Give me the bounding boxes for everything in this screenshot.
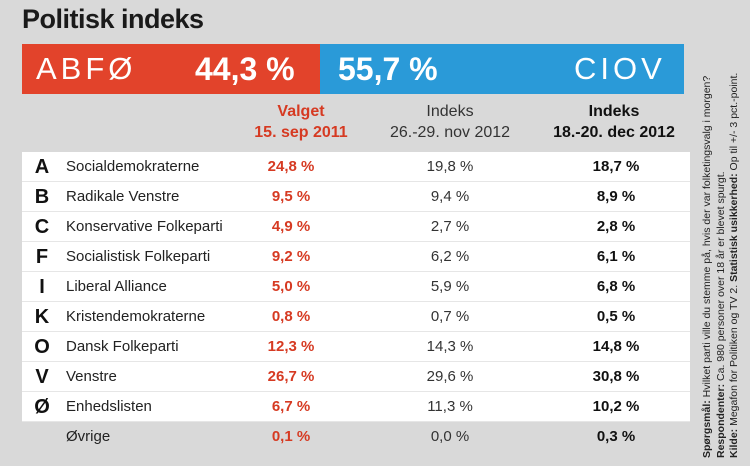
party-letter: V — [35, 366, 49, 388]
value-nov: 0,0 % — [430, 428, 470, 445]
value-dec: 0,3 % — [596, 428, 636, 445]
value-nov: 29,6 % — [426, 368, 474, 385]
footnote-respondents-label: Respondenter: — [714, 383, 727, 458]
value-dec: 6,1 % — [596, 248, 636, 265]
value-dec: 10,2 % — [592, 398, 640, 415]
party-name: Øvrige — [66, 428, 111, 445]
party-letter: A — [34, 156, 50, 178]
value-valget: 26,7 % — [267, 368, 315, 385]
footnote-respondents: Respondenter: Ca. 980 personer over 18 å… — [714, 8, 728, 458]
value-valget: 9,5 % — [271, 188, 311, 205]
footnote-source-text: Megafon for Politiken og TV 2. — [727, 284, 740, 426]
table-row: V Venstre 26,7 % 29,6 % 30,8 % — [22, 362, 690, 392]
bloc-right-name: CIOV — [574, 51, 666, 86]
column-header-nov-line1: Indeks — [426, 103, 474, 120]
party-letter: O — [34, 336, 50, 358]
value-valget: 9,2 % — [271, 248, 311, 265]
party-letter: Ø — [34, 396, 50, 418]
party-name: Radikale Venstre — [66, 188, 180, 205]
party-name: Dansk Folkeparti — [66, 338, 179, 355]
bloc-right-bar — [320, 44, 684, 94]
footnote-source-label: Kilde: — [727, 428, 740, 458]
value-dec: 6,8 % — [596, 278, 636, 295]
value-dec: 18,7 % — [592, 158, 640, 175]
column-header-nov-line2: 26.-29. nov 2012 — [389, 124, 511, 141]
value-nov: 2,7 % — [430, 218, 470, 235]
column-header-valget-line2: 15. sep 2011 — [254, 124, 348, 141]
value-valget: 0,1 % — [271, 428, 311, 445]
table-row: Øvrige 0,1 % 0,0 % 0,3 % — [22, 422, 690, 452]
value-valget: 12,3 % — [267, 338, 315, 355]
column-header-dec-line2: 18.-20. dec 2012 — [553, 124, 675, 141]
value-dec: 30,8 % — [592, 368, 640, 385]
footnote: Spørgsmål: Hvilket parti ville du stemme… — [692, 0, 750, 466]
party-name: Venstre — [66, 368, 117, 385]
column-header-valget: Valget 15. sep 2011 — [236, 101, 366, 143]
table-row: A Socialdemokraterne 24,8 % 19,8 % 18,7 … — [22, 152, 690, 182]
column-header-dec-line1: Indeks — [588, 103, 640, 120]
value-valget: 24,8 % — [267, 158, 315, 175]
bloc-left-name: ABFØ — [36, 51, 137, 86]
table-row: F Socialistisk Folkeparti 9,2 % 6,2 % 6,… — [22, 242, 690, 272]
party-letter: I — [39, 276, 45, 298]
table-row: O Dansk Folkeparti 12,3 % 14,3 % 14,8 % — [22, 332, 690, 362]
value-nov: 14,3 % — [426, 338, 474, 355]
party-letter: F — [35, 246, 49, 268]
value-dec: 8,9 % — [596, 188, 636, 205]
footnote-question-text: Hvilket parti ville du stemme på, hvis d… — [700, 75, 713, 398]
value-nov: 11,3 % — [427, 398, 473, 415]
column-header-valget-line1: Valget — [277, 103, 325, 120]
footnote-text: Spørgsmål: Hvilket parti ville du stemme… — [701, 8, 742, 458]
footnote-uncertainty-label: Statistisk usikkerhed: — [727, 173, 740, 282]
party-letter: C — [34, 216, 50, 238]
value-dec: 0,5 % — [596, 308, 636, 325]
party-name: Enhedslisten — [66, 398, 152, 415]
value-nov: 19,8 % — [426, 158, 474, 175]
value-nov: 5,9 % — [430, 278, 470, 295]
bloc-right-percent: 55,7 % — [338, 51, 438, 87]
table-row: Ø Enhedslisten 6,7 % 11,3 % 10,2 % — [22, 392, 690, 422]
value-nov: 9,4 % — [430, 188, 470, 205]
chart-title: Politisk indeks — [22, 4, 204, 34]
value-dec: 2,8 % — [596, 218, 636, 235]
value-valget: 5,0 % — [271, 278, 311, 295]
value-nov: 0,7 % — [430, 308, 470, 325]
footnote-uncertainty-text: Op til +/- 3 pct.-point. — [727, 72, 740, 171]
value-dec: 14,8 % — [592, 338, 640, 355]
value-nov: 6,2 % — [430, 248, 470, 265]
party-name: Socialistisk Folkeparti — [66, 248, 211, 265]
party-name: Socialdemokraterne — [66, 158, 200, 175]
footnote-question: Spørgsmål: Hvilket parti ville du stemme… — [701, 8, 715, 458]
results-table: A Socialdemokraterne 24,8 % 19,8 % 18,7 … — [22, 152, 690, 452]
bloc-left-bar — [22, 44, 320, 94]
party-letter: B — [34, 186, 50, 208]
footnote-question-label: Spørgsmål: — [700, 400, 713, 458]
table-row: K Kristendemokraterne 0,8 % 0,7 % 0,5 % — [22, 302, 690, 332]
table-row: B Radikale Venstre 9,5 % 9,4 % 8,9 % — [22, 182, 690, 212]
party-letter: K — [34, 306, 50, 328]
table-row: I Liberal Alliance 5,0 % 5,9 % 6,8 % — [22, 272, 690, 302]
party-name: Kristendemokraterne — [66, 308, 206, 325]
table-row: C Konservative Folkeparti 4,9 % 2,7 % 2,… — [22, 212, 690, 242]
value-valget: 0,8 % — [271, 308, 311, 325]
footnote-respondents-text: Ca. 980 personer over 18 år er blevet sp… — [714, 171, 727, 381]
party-name: Liberal Alliance — [66, 278, 167, 295]
value-valget: 6,7 % — [271, 398, 311, 415]
column-header-nov: Indeks 26.-29. nov 2012 — [370, 101, 530, 143]
footnote-source: Kilde: Megafon for Politiken og TV 2. St… — [728, 8, 742, 458]
bloc-left-percent: 44,3 % — [195, 51, 295, 87]
column-header-dec: Indeks 18.-20. dec 2012 — [534, 101, 694, 143]
party-name: Konservative Folkeparti — [66, 218, 223, 235]
value-valget: 4,9 % — [271, 218, 311, 235]
